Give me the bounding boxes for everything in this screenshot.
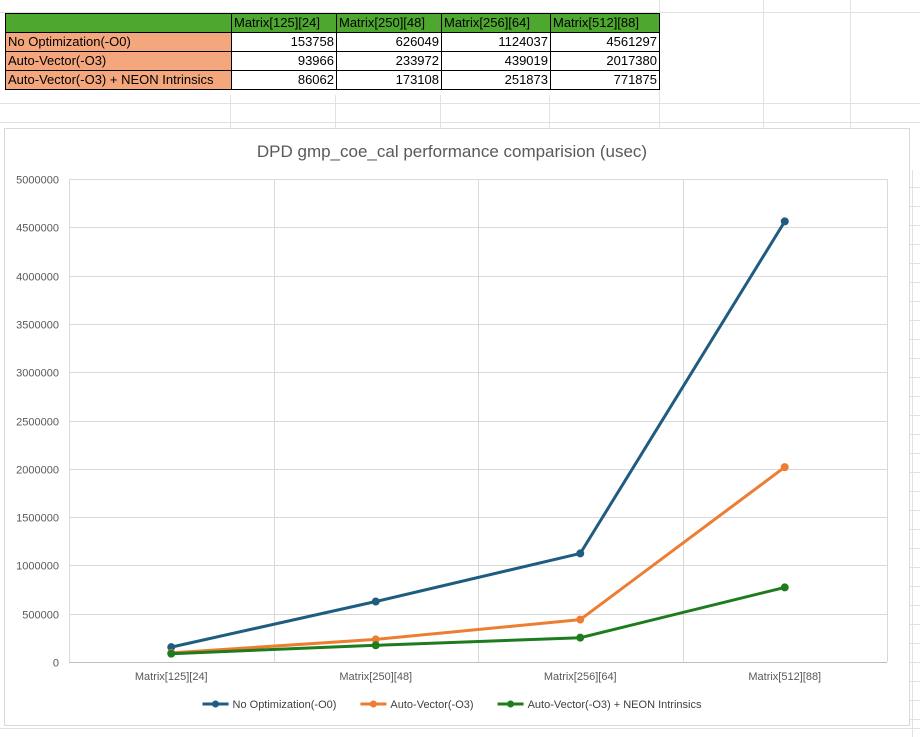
y-tick-label: 500000: [22, 610, 59, 622]
legend-marker: [369, 700, 377, 708]
y-tick-label: 0: [53, 658, 59, 670]
legend-marker: [212, 700, 220, 708]
table-cell[interactable]: 86062: [231, 70, 337, 90]
table-cell[interactable]: 251873: [441, 70, 551, 90]
row-header[interactable]: No Optimization(-O0): [5, 32, 232, 52]
table-cell[interactable]: 153758: [231, 32, 337, 52]
table-cell[interactable]: 93966: [231, 51, 337, 71]
series-line[interactable]: [169, 585, 787, 656]
table-row: Auto-Vector(-O3) 93966 233972 439019 201…: [5, 51, 660, 71]
legend-marker: [507, 700, 515, 708]
chart-canvas: DPD gmp_coe_cal performance comparision …: [16, 142, 888, 711]
data-point[interactable]: [576, 615, 585, 624]
data-point[interactable]: [576, 549, 585, 558]
series-line[interactable]: [169, 219, 787, 649]
data-point[interactable]: [371, 641, 380, 650]
y-tick-label: 2500000: [16, 417, 59, 429]
column-header[interactable]: Matrix[512][88]: [550, 13, 660, 33]
table-header-row: Matrix[125][24] Matrix[250][48] Matrix[2…: [5, 13, 660, 33]
data-point[interactable]: [576, 633, 585, 642]
data-point[interactable]: [780, 463, 789, 472]
chart-title[interactable]: DPD gmp_coe_cal performance comparision …: [257, 142, 647, 161]
table-cell[interactable]: 439019: [441, 51, 551, 71]
y-tick-label: 5000000: [16, 175, 59, 187]
table-cell[interactable]: 173108: [336, 70, 442, 90]
y-tick-label: 2000000: [16, 465, 59, 477]
y-tick-label: 1000000: [16, 561, 59, 573]
table-cell[interactable]: 1124037: [441, 32, 551, 52]
y-tick-label: 3000000: [16, 368, 59, 380]
y-tick-label: 4500000: [16, 223, 59, 235]
x-tick-label: Matrix[512][88]: [748, 671, 821, 683]
table-cell[interactable]: 233972: [336, 51, 442, 71]
y-tick-label: 3500000: [16, 320, 59, 332]
y-tick-label: 1500000: [16, 513, 59, 525]
x-tick-label: Matrix[125][24]: [135, 671, 208, 683]
column-header[interactable]: Matrix[250][48]: [336, 13, 442, 33]
series-line[interactable]: [169, 465, 787, 655]
table-cell[interactable]: 4561297: [550, 32, 660, 52]
x-tick-label: Matrix[256][64]: [544, 671, 617, 683]
legend-item[interactable]: Auto-Vector(-O3): [390, 699, 473, 711]
legend-item[interactable]: Auto-Vector(-O3) + NEON Intrinsics: [528, 699, 702, 711]
data-table: Matrix[125][24] Matrix[250][48] Matrix[2…: [5, 13, 660, 90]
y-tick-label: 4000000: [16, 272, 59, 284]
data-point[interactable]: [780, 217, 789, 226]
data-point[interactable]: [167, 649, 176, 658]
table-corner-cell[interactable]: [5, 13, 232, 33]
row-header[interactable]: Auto-Vector(-O3): [5, 51, 232, 71]
legend-item[interactable]: No Optimization(-O0): [233, 699, 337, 711]
row-header[interactable]: Auto-Vector(-O3) + NEON Intrinsics: [5, 70, 232, 90]
data-point[interactable]: [371, 597, 380, 606]
x-tick-label: Matrix[250][48]: [339, 671, 412, 683]
column-header[interactable]: Matrix[125][24]: [231, 13, 337, 33]
table-cell[interactable]: 626049: [336, 32, 442, 52]
table-cell[interactable]: 771875: [550, 70, 660, 90]
data-point[interactable]: [780, 583, 789, 592]
column-header[interactable]: Matrix[256][64]: [441, 13, 551, 33]
table-row: Auto-Vector(-O3) + NEON Intrinsics 86062…: [5, 70, 660, 90]
table-cell[interactable]: 2017380: [550, 51, 660, 71]
line-chart[interactable]: DPD gmp_coe_cal performance comparision …: [4, 128, 910, 726]
table-row: No Optimization(-O0) 153758 626049 11240…: [5, 32, 660, 52]
